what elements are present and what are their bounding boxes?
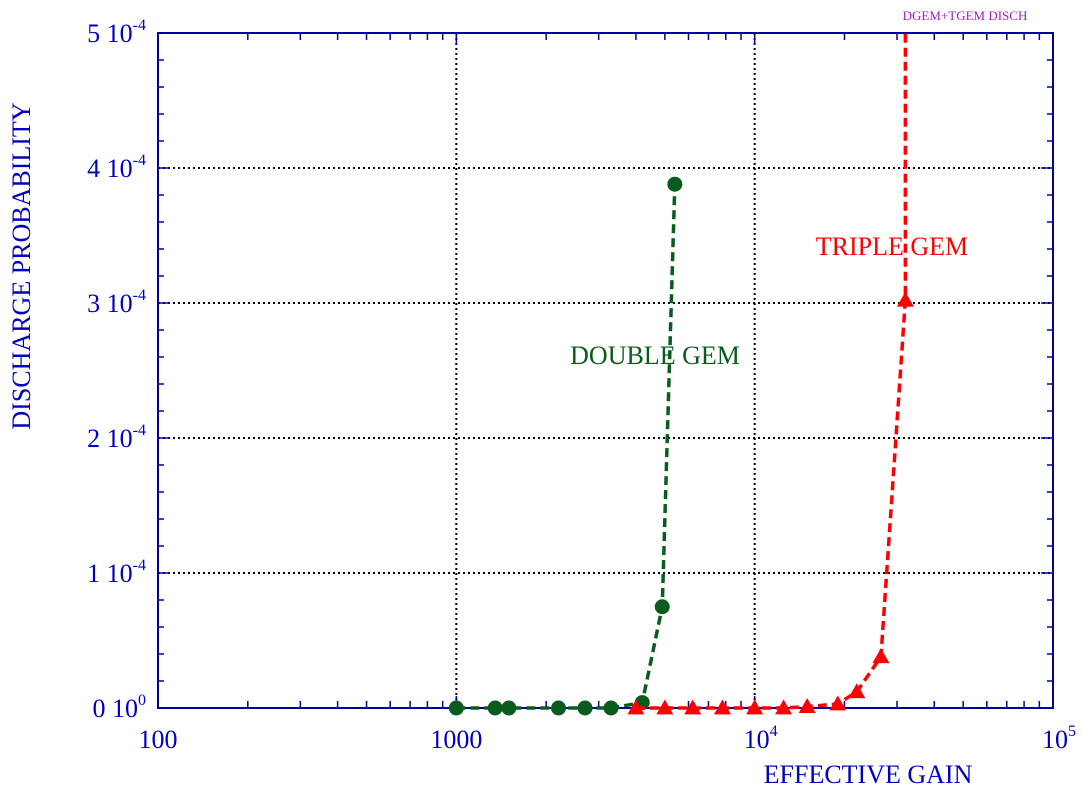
chart-title: DGEM+TGEM DISCH bbox=[903, 8, 1028, 23]
data-point bbox=[684, 699, 702, 715]
data-point bbox=[501, 700, 517, 716]
x-axis-label: EFFECTIVE GAIN bbox=[764, 760, 973, 789]
x-tick-label: 105 bbox=[1042, 723, 1076, 754]
data-point bbox=[829, 695, 847, 711]
y-axis-label: DISCHARGE PROBABILITY bbox=[7, 102, 36, 429]
y-tick-label: 3 10-4 bbox=[87, 287, 146, 318]
y-tick-label: 4 10-4 bbox=[87, 152, 146, 183]
series-annotation: DOUBLE GEM bbox=[570, 341, 740, 370]
x-tick-label: 100 bbox=[139, 725, 178, 754]
data-point bbox=[872, 648, 890, 664]
data-point bbox=[798, 698, 816, 714]
data-point bbox=[848, 683, 866, 699]
annotations: DOUBLE GEM TRIPLE GEM bbox=[570, 232, 968, 370]
tick-labels: 100 1000 104 105 0 100 1 10-4 2 10-4 3 10-4 4 10… bbox=[87, 17, 1076, 754]
plot-frame bbox=[157, 32, 1054, 709]
data-point bbox=[550, 700, 566, 716]
y-tick-label: 0 100 bbox=[93, 692, 147, 723]
y-tick-label: 1 10-4 bbox=[87, 557, 146, 588]
data-point bbox=[654, 599, 670, 615]
series-annotation: TRIPLE GEM bbox=[816, 232, 968, 261]
data-point bbox=[775, 699, 793, 715]
data-point bbox=[603, 700, 619, 716]
series-layer bbox=[448, 33, 914, 716]
data-point bbox=[487, 700, 503, 716]
grid-lines bbox=[158, 33, 1053, 708]
data-point bbox=[896, 291, 914, 307]
series-line bbox=[456, 184, 677, 710]
y-tick-label: 2 10-4 bbox=[87, 422, 146, 453]
x-tick-label: 104 bbox=[744, 723, 778, 754]
data-point bbox=[577, 700, 593, 716]
data-point bbox=[667, 176, 683, 192]
series-line bbox=[635, 33, 908, 710]
x-tick-label: 1000 bbox=[430, 725, 482, 754]
data-point bbox=[448, 700, 464, 716]
data-point bbox=[746, 699, 764, 715]
y-tick-label: 5 10-4 bbox=[87, 17, 146, 48]
data-point bbox=[656, 699, 674, 715]
data-point bbox=[713, 699, 731, 715]
data-point bbox=[627, 699, 645, 715]
minor-ticks bbox=[158, 33, 1053, 708]
